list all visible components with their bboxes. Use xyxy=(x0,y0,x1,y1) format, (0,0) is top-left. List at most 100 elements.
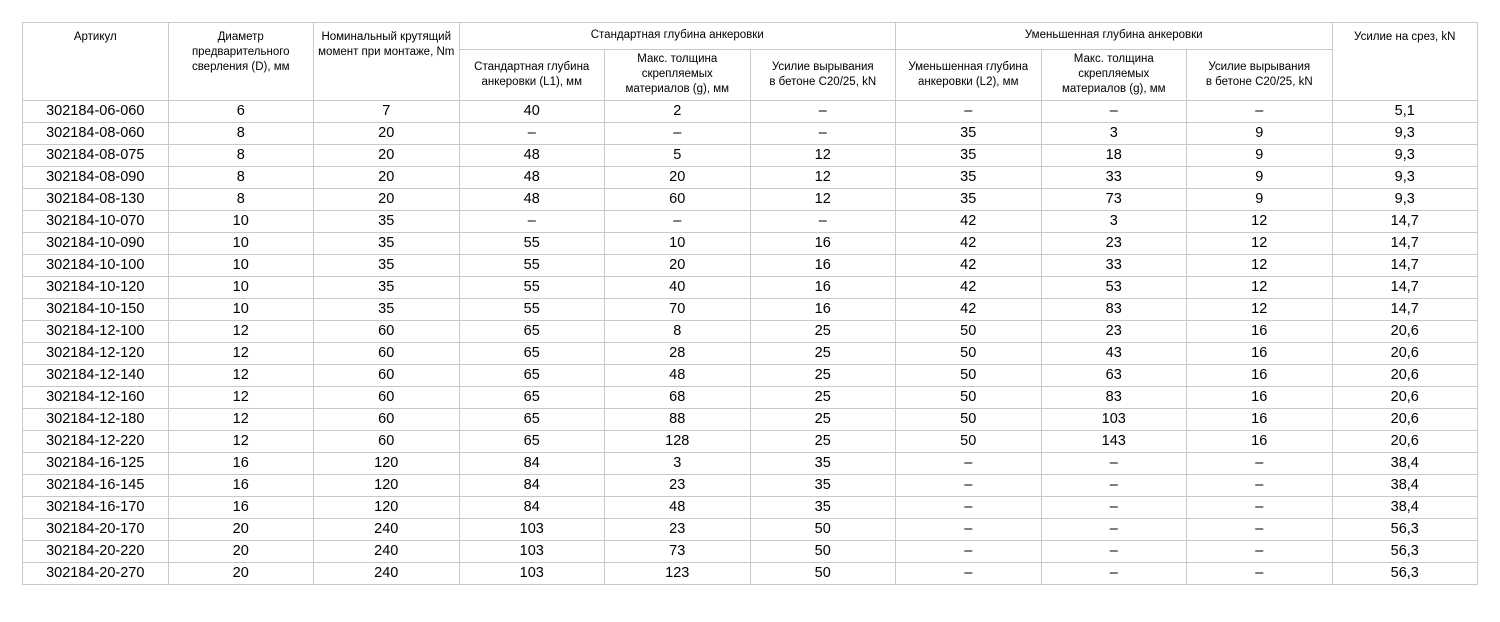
cell-reduced-depth-l2: 35 xyxy=(895,143,1042,167)
col-header-reduced-pullout: Усилие вырывания в бетоне C20/25, kN xyxy=(1186,49,1333,101)
cell-standard-pullout: – xyxy=(749,209,896,233)
cell-reduced-max-thickness: – xyxy=(1040,473,1187,497)
cell-shear: 56,3 xyxy=(1331,517,1478,541)
cell-reduced-pullout: – xyxy=(1186,473,1333,497)
cell-standard-pullout: – xyxy=(749,99,896,123)
cell-standard-depth-l1: 84 xyxy=(458,451,605,475)
cell-reduced-pullout: 12 xyxy=(1186,231,1333,255)
cell-standard-pullout: 25 xyxy=(749,319,896,343)
table-row: 302184-06-060 6 7 40 2– – – –5,1 xyxy=(22,99,1478,123)
cell-reduced-pullout: – xyxy=(1186,561,1333,585)
cell-reduced-depth-l2: 35 xyxy=(895,165,1042,189)
cell-standard-pullout: 35 xyxy=(749,451,896,475)
cell-standard-depth-l1: 65 xyxy=(458,341,605,365)
table-row: 302184-08-090 8 20 48 20 12 35 33 9 9,3 xyxy=(22,165,1478,189)
cell-article: 302184-12-100 xyxy=(22,319,169,343)
cell-reduced-pullout: 16 xyxy=(1186,363,1333,387)
cell-standard-max-thickness: 88 xyxy=(604,407,751,431)
cell-drill-diameter: 16 xyxy=(167,451,314,475)
cell-standard-depth-l1: 65 xyxy=(458,407,605,431)
cell-reduced-pullout: 16 xyxy=(1186,341,1333,365)
cell-reduced-depth-l2: 50 xyxy=(895,385,1042,409)
col-header-standard-depth-l1: Стандартная глубина анкеровки (L1), мм xyxy=(458,49,605,101)
cell-torque: 60 xyxy=(313,363,460,387)
cell-reduced-pullout: 12 xyxy=(1186,253,1333,277)
cell-reduced-max-thickness: 83 xyxy=(1040,385,1187,409)
cell-standard-max-thickness: 60 xyxy=(604,187,751,211)
cell-shear: 56,3 xyxy=(1331,539,1478,563)
cell-article: 302184-16-170 xyxy=(22,495,169,519)
cell-standard-pullout: – xyxy=(749,121,896,145)
cell-drill-diameter: 12 xyxy=(167,363,314,387)
cell-standard-max-thickness: 40 xyxy=(604,275,751,299)
cell-standard-max-thickness: – xyxy=(604,121,751,145)
cell-reduced-max-thickness: 33 xyxy=(1040,165,1187,189)
cell-standard-pullout: 50 xyxy=(749,539,896,563)
cell-drill-diameter: 20 xyxy=(167,561,314,585)
col-header-shear: Усилие на срез, kN xyxy=(1331,22,1478,101)
cell-reduced-pullout: 12 xyxy=(1186,209,1333,233)
cell-article: 302184-10-090 xyxy=(22,231,169,255)
cell-reduced-depth-l2: 50 xyxy=(895,363,1042,387)
cell-standard-depth-l1: 55 xyxy=(458,275,605,299)
header-group-row: Артикул Диаметр предварительного сверлен… xyxy=(22,22,1478,101)
cell-standard-depth-l1: 55 xyxy=(458,253,605,277)
cell-reduced-max-thickness: 103 xyxy=(1040,407,1187,431)
cell-reduced-max-thickness: 73 xyxy=(1040,187,1187,211)
cell-shear: 9,3 xyxy=(1331,187,1478,211)
cell-article: 302184-08-060 xyxy=(22,121,169,145)
cell-reduced-depth-l2: – xyxy=(895,473,1042,497)
cell-reduced-depth-l2: 50 xyxy=(895,341,1042,365)
cell-shear: 20,6 xyxy=(1331,363,1478,387)
cell-drill-diameter: 6 xyxy=(167,99,314,123)
table-header: Артикул Диаметр предварительного сверлен… xyxy=(22,22,1478,101)
cell-torque: 35 xyxy=(313,275,460,299)
cell-shear: 38,4 xyxy=(1331,473,1478,497)
table-row: 302184-20-220 20 240 103 73 50– – –56,3 xyxy=(22,539,1478,563)
cell-standard-depth-l1: – xyxy=(458,121,605,145)
cell-article: 302184-06-060 xyxy=(22,99,169,123)
cell-shear: 56,3 xyxy=(1331,561,1478,585)
cell-drill-diameter: 12 xyxy=(167,429,314,453)
table-row: 302184-10-100 10 35 55 20 16 42 33 12 14,7 xyxy=(22,253,1478,277)
col-header-article: Артикул xyxy=(22,22,169,101)
cell-reduced-max-thickness: – xyxy=(1040,495,1187,519)
cell-shear: 9,3 xyxy=(1331,165,1478,189)
col-header-reduced-depth-l2: Уменьшенная глубина анкеровки (L2), мм xyxy=(895,49,1042,101)
cell-reduced-depth-l2: – xyxy=(895,517,1042,541)
cell-torque: 60 xyxy=(313,385,460,409)
cell-reduced-pullout: 16 xyxy=(1186,407,1333,431)
cell-drill-diameter: 12 xyxy=(167,341,314,365)
cell-drill-diameter: 12 xyxy=(167,319,314,343)
cell-standard-max-thickness: 128 xyxy=(604,429,751,453)
cell-reduced-max-thickness: 18 xyxy=(1040,143,1187,167)
cell-standard-depth-l1: 84 xyxy=(458,495,605,519)
cell-standard-depth-l1: 103 xyxy=(458,561,605,585)
table-row: 302184-12-220 12 60 65 128 25 50 143 16 20,6 xyxy=(22,429,1478,453)
cell-reduced-max-thickness: 23 xyxy=(1040,231,1187,255)
table-row: 302184-10-120 10 35 55 40 16 42 53 12 14,7 xyxy=(22,275,1478,299)
cell-torque: 35 xyxy=(313,209,460,233)
cell-reduced-depth-l2: 35 xyxy=(895,121,1042,145)
cell-standard-depth-l1: 103 xyxy=(458,517,605,541)
cell-shear: 20,6 xyxy=(1331,341,1478,365)
cell-torque: 60 xyxy=(313,319,460,343)
cell-reduced-max-thickness: 143 xyxy=(1040,429,1187,453)
cell-reduced-max-thickness: – xyxy=(1040,451,1187,475)
col-header-standard-max-thickness: Макс. толщина скрепляемых материалов (g)… xyxy=(604,49,751,101)
cell-reduced-max-thickness: 43 xyxy=(1040,341,1187,365)
cell-torque: 20 xyxy=(313,165,460,189)
cell-standard-max-thickness: 20 xyxy=(604,253,751,277)
cell-standard-max-thickness: 48 xyxy=(604,363,751,387)
cell-reduced-depth-l2: – xyxy=(895,99,1042,123)
cell-torque: 60 xyxy=(313,429,460,453)
cell-reduced-max-thickness: 63 xyxy=(1040,363,1187,387)
cell-drill-diameter: 10 xyxy=(167,275,314,299)
cell-reduced-depth-l2: – xyxy=(895,561,1042,585)
cell-article: 302184-10-120 xyxy=(22,275,169,299)
cell-standard-depth-l1: 40 xyxy=(458,99,605,123)
cell-reduced-depth-l2: 50 xyxy=(895,407,1042,431)
cell-torque: 20 xyxy=(313,187,460,211)
cell-torque: 20 xyxy=(313,121,460,145)
cell-shear: 20,6 xyxy=(1331,407,1478,431)
